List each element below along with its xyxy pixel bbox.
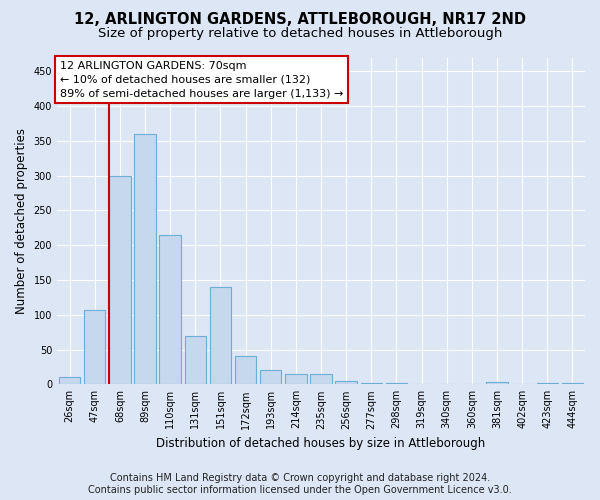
Bar [536,383,558,384]
Bar [487,382,508,384]
Y-axis label: Number of detached properties: Number of detached properties [15,128,28,314]
Bar [134,134,156,384]
Text: 12, ARLINGTON GARDENS, ATTLEBOROUGH, NR17 2ND: 12, ARLINGTON GARDENS, ATTLEBOROUGH, NR1… [74,12,526,28]
Bar [310,374,332,384]
Bar [59,378,80,384]
Bar [335,381,357,384]
Bar [235,356,256,384]
Bar [562,383,583,384]
Text: Contains HM Land Registry data © Crown copyright and database right 2024.
Contai: Contains HM Land Registry data © Crown c… [88,474,512,495]
Bar [386,383,407,384]
X-axis label: Distribution of detached houses by size in Attleborough: Distribution of detached houses by size … [157,437,485,450]
Bar [210,287,231,384]
Text: 12 ARLINGTON GARDENS: 70sqm
← 10% of detached houses are smaller (132)
89% of se: 12 ARLINGTON GARDENS: 70sqm ← 10% of det… [59,61,343,99]
Bar [185,336,206,384]
Bar [84,310,106,384]
Bar [109,176,131,384]
Bar [160,235,181,384]
Text: Size of property relative to detached houses in Attleborough: Size of property relative to detached ho… [98,28,502,40]
Bar [260,370,281,384]
Bar [285,374,307,384]
Bar [361,383,382,384]
